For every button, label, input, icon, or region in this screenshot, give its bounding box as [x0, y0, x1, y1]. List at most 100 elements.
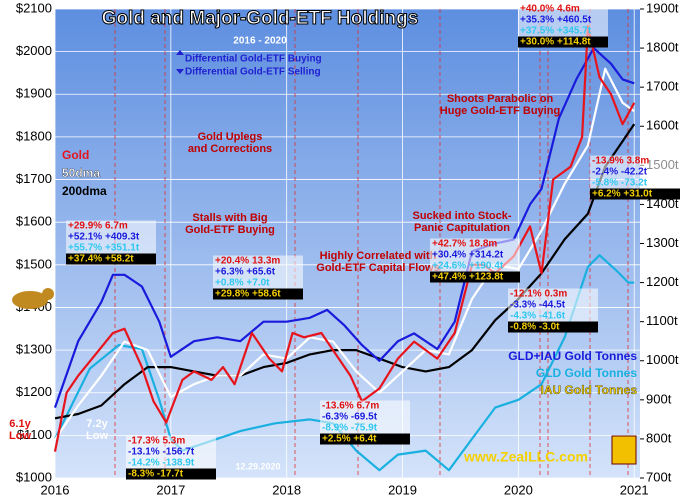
stat-box-bg	[66, 253, 156, 265]
y-tick-label: $1800	[16, 128, 52, 143]
y2-tick-label: 1100t	[646, 313, 678, 328]
differential-selling: Differential Gold-ETF Selling	[185, 67, 321, 78]
annotation: Low	[9, 430, 31, 442]
stat-box-line: -6.3% -69.5t	[322, 412, 378, 423]
logo	[611, 435, 637, 465]
y2-tick-label: 1900t	[646, 0, 679, 15]
stat-box-bg	[126, 446, 216, 458]
stat-box-line: -17.3% 5.3m	[128, 436, 185, 447]
stat-box-bg	[590, 166, 680, 178]
stat-box-bg	[518, 25, 608, 37]
y2-tick-label: 1700t	[646, 79, 679, 94]
stat-box-bg	[66, 220, 156, 232]
stat-box-line: +52.1% +409.3t	[68, 232, 140, 243]
stat-box-bg	[66, 231, 156, 243]
y-tick-label: $1100	[17, 427, 52, 442]
stat-box-bg	[126, 435, 216, 447]
legend-label: 50dma	[62, 166, 100, 180]
x-tick-label: 2018	[272, 482, 301, 497]
stat-box-line: +42.7% 18.8m	[432, 239, 497, 250]
y-tick-label: $2100	[16, 0, 52, 15]
series-lines	[53, 25, 636, 472]
annotation: and Corrections	[188, 143, 272, 155]
y-tick-label: $2000	[16, 43, 52, 58]
stat-box-line: +20.4% 13.3m	[215, 256, 280, 267]
y2-tick-label: 1800t	[646, 40, 679, 55]
stat-box-line: -3.3% -44.5t	[510, 300, 566, 311]
stat-box-line: +2.5% +6.4t	[322, 434, 377, 445]
stat-box-line: -0.8% -3.0t	[510, 322, 560, 333]
stat-box-line: -8.9% -75.9t	[322, 423, 378, 434]
stat-box-line: -13.6% 6.7m	[322, 401, 379, 412]
stat-box-line: +29.9% 6.7m	[68, 221, 128, 232]
y-tick-label: $1700	[16, 171, 52, 186]
annotation: Shoots Parabolic on	[447, 93, 554, 105]
stat-box-bg	[518, 14, 608, 26]
stat-box-line: +30.0% +114.8t	[520, 37, 591, 48]
stat-box-bg	[590, 188, 680, 200]
annotation: Sucked into Stock-	[412, 210, 511, 222]
stat-box-line: -14.2% -138.9t	[128, 458, 195, 469]
stat-box-bg	[66, 242, 156, 254]
legend-label: GLD+IAU Gold Tonnes	[508, 349, 637, 363]
stat-box-bg	[590, 177, 680, 189]
stat-box-bg	[508, 321, 598, 333]
legend-label: GLD Gold Tonnes	[536, 366, 637, 380]
y2-tick-label: 1400t	[646, 196, 679, 211]
stat-box-line: +40.0% 4.6m	[520, 4, 580, 15]
y2-tick-label: 1600t	[646, 118, 679, 133]
labels: $1000$1100$1200$1300$1400$1500$1600$1700…	[9, 0, 680, 497]
y-tick-label: $1300	[16, 342, 52, 357]
stat-box-bg	[590, 155, 680, 167]
y2-tick-label: 900t	[646, 391, 672, 406]
stat-box-bg	[213, 266, 303, 278]
stat-box-bg	[213, 255, 303, 267]
stat-box-line: +6.2% +31.0t	[592, 189, 653, 200]
x-tick-label: 2020	[504, 482, 533, 497]
y2-tick-label: 700t	[646, 469, 672, 484]
stat-box-line: -2.4% -42.2t	[592, 167, 648, 178]
series-line	[53, 25, 636, 452]
series-line	[53, 47, 635, 408]
y2-tick-label: 1200t	[646, 274, 679, 289]
stat-box-bg	[430, 260, 520, 272]
stat-box-bg	[320, 422, 410, 434]
x-tick-label: 2016	[41, 482, 70, 497]
y-tick-label: $1500	[16, 256, 52, 271]
stat-box-line: +35.3% +460.5t	[520, 15, 592, 26]
stat-box-line: +37.4% +58.2t	[68, 254, 134, 265]
annotation: Gold Uplegs	[198, 131, 263, 143]
grid	[54, 8, 640, 479]
y-tick-label: $1600	[16, 214, 52, 229]
bull-icon	[12, 288, 54, 309]
annotation: Panic Capitulation	[414, 222, 510, 234]
x-tick-label: 2019	[388, 482, 417, 497]
annotation: Low	[86, 430, 108, 442]
legend-label: 200dma	[62, 184, 107, 198]
stat-box-bg	[320, 400, 410, 412]
stat-box-bg	[518, 3, 608, 15]
stat-box-line: -13.1% -156.7t	[128, 447, 195, 458]
annotation: 6.1y	[9, 418, 31, 430]
differential-icons	[176, 50, 184, 74]
stat-box-line: +6.3% +65.6t	[215, 267, 276, 278]
stat-box-line: +55.7% +351.1t	[68, 243, 140, 254]
stat-box-bg	[430, 271, 520, 283]
stat-box-line: +37.5% +345.7t	[520, 26, 592, 37]
annotation: www.ZealLLC.com	[463, 449, 588, 465]
stat-box-bg	[213, 288, 303, 300]
y-tick-label: $1200	[16, 384, 52, 399]
annotation: 12.29.2020	[235, 461, 280, 471]
annotation: Huge Gold-ETF Buying	[440, 105, 560, 117]
stat-box-line: -13.9% 3.8m	[592, 156, 649, 167]
stat-box-line: +29.8% +58.6t	[215, 289, 281, 300]
chart-subtitle: 2016 - 2020	[233, 36, 287, 47]
stat-box-line: -4.3% -41.6t	[510, 311, 566, 322]
x-tick-label: 2017	[156, 482, 185, 497]
stat-box-line: -8.3% -17.7t	[128, 469, 184, 480]
legend-label: IAU Gold Tonnes	[541, 383, 638, 397]
stat-box-bg	[430, 238, 520, 250]
chart-title: Gold and Major-Gold-ETF Holdings	[102, 8, 419, 29]
